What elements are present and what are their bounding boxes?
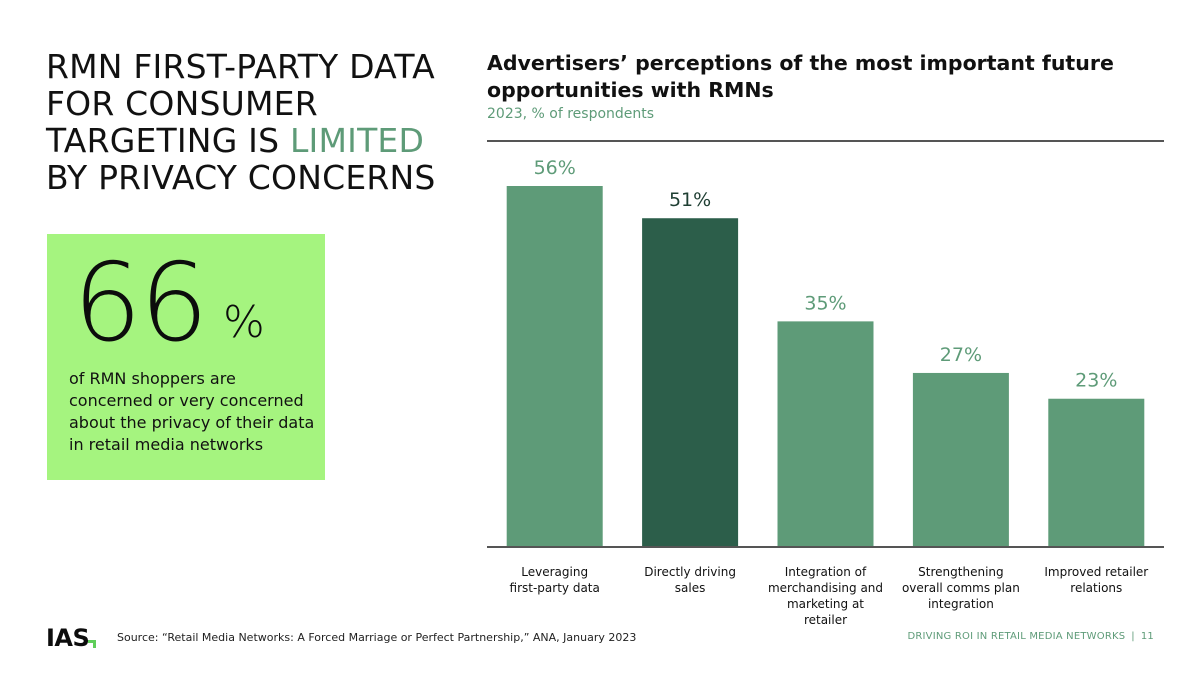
value-label-5: 23% xyxy=(1075,370,1117,392)
bar-3 xyxy=(777,321,874,547)
category-label-3-line-1: Integration of xyxy=(785,565,867,579)
category-label-5-line-1: Improved retailer xyxy=(1044,565,1148,579)
bar-2 xyxy=(642,218,739,547)
page-number: 11 xyxy=(1140,631,1154,642)
page-title: RMN FIRST-PARTY DATA FOR CONSUMER TARGET… xyxy=(46,48,446,196)
category-label-4-line-1: Strengthening xyxy=(918,565,1003,579)
headline-text-end: BY PRIVACY CONCERNS xyxy=(46,158,436,197)
category-label-5-line-2: relations xyxy=(1070,581,1122,595)
value-label-3: 35% xyxy=(804,292,846,314)
bar-5 xyxy=(1048,398,1145,547)
ias-logo: IAS xyxy=(46,624,90,652)
source-note: Source: “Retail Media Networks: A Forced… xyxy=(117,631,637,644)
value-label-4: 27% xyxy=(940,344,982,366)
stat-unit: % xyxy=(223,297,265,348)
category-label-3-line-2: merchandising and xyxy=(768,581,883,595)
chart-subtitle: 2023, % of respondents xyxy=(487,106,655,122)
category-label-3-line-3: marketing at xyxy=(787,597,864,611)
bar-4 xyxy=(912,372,1009,547)
logo-mark-icon xyxy=(88,640,96,648)
value-label-1: 56% xyxy=(534,157,576,179)
stat-description: of RMN shoppers are concerned or very co… xyxy=(69,369,315,454)
category-label-1-line-2: first-party data xyxy=(510,581,600,595)
chart-title: Advertisers’ perceptions of the most imp… xyxy=(487,51,1114,102)
category-label-4-line-2: overall comms plan xyxy=(902,581,1020,595)
headline-highlight: LIMITED xyxy=(289,121,425,160)
headline-text: RMN FIRST-PARTY DATA FOR CONSUMER TARGET… xyxy=(46,47,435,160)
value-label-2: 51% xyxy=(669,189,711,211)
footer-report: DRIVING ROI IN RETAIL MEDIA NETWORKS | 11 xyxy=(907,631,1154,642)
stat-number: 66 xyxy=(73,241,208,366)
report-title: DRIVING ROI IN RETAIL MEDIA NETWORKS xyxy=(907,631,1126,642)
bar-1 xyxy=(506,186,603,547)
footer-separator: | xyxy=(1131,631,1135,642)
category-label-2-line-1: Directly driving xyxy=(644,565,736,579)
category-label-2-line-2: sales xyxy=(675,581,706,595)
stat-callout: 66 % of RMN shoppers are concerned or ve… xyxy=(47,234,325,480)
category-label-1-line-1: Leveraging xyxy=(521,565,588,579)
category-label-4-line-3: integration xyxy=(928,597,994,611)
category-label-3-line-4: retailer xyxy=(804,613,847,627)
